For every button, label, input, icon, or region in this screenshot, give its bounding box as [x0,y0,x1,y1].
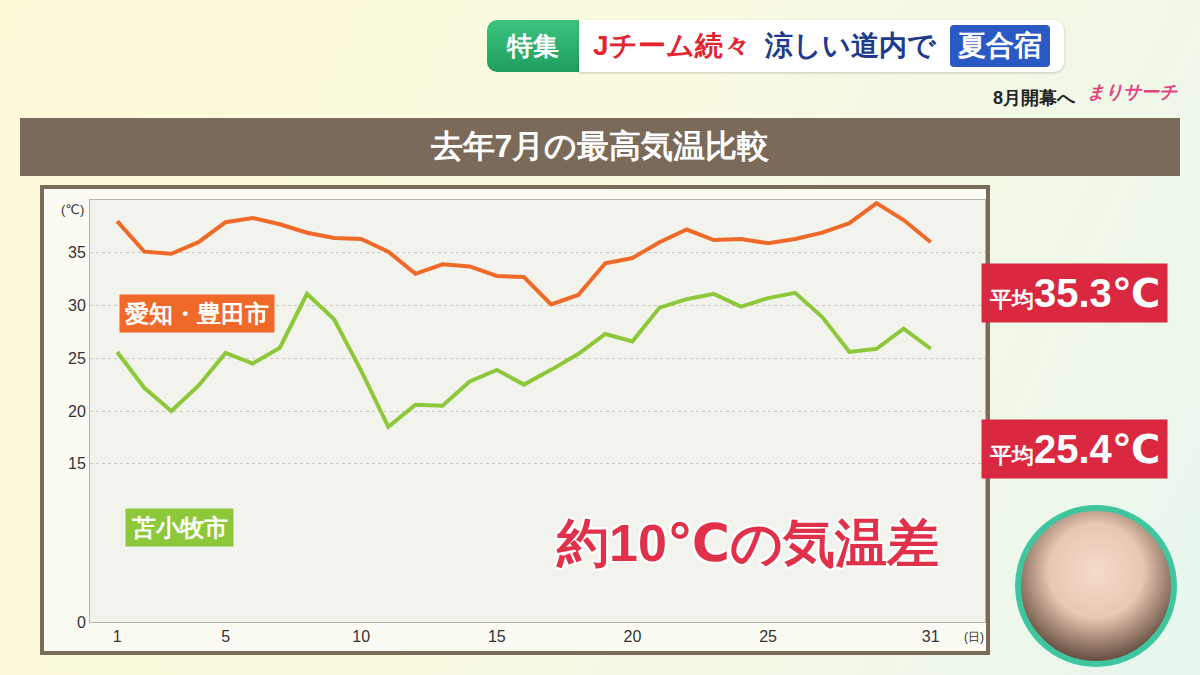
html-text:夏合宿: 夏合宿 [957,30,1042,61]
svg-text:愛知・豊田市: 愛知・豊田市 [125,300,269,327]
svg-text:(日): (日) [964,630,984,644]
svg-text:30: 30 [68,297,86,314]
svg-text:平均35.3℃: 平均35.3℃ [989,271,1160,315]
svg-text:35: 35 [68,244,86,261]
svg-text:約10℃の気温差: 約10℃の気温差 [556,514,939,572]
svg-text:15: 15 [68,455,86,472]
svg-text:15: 15 [488,628,506,645]
html-text:涼しい道内で: 涼しい道内で [764,30,936,61]
svg-text:苫小牧市: 苫小牧市 [131,514,228,541]
svg-text:(℃): (℃) [61,202,84,217]
html-text:Jチーム続々: Jチーム続々 [593,30,751,61]
html-text:8月開幕へ: 8月開幕へ [993,88,1075,108]
html-text:去年7月の最高気温比較: 去年7月の最高気温比較 [430,128,770,164]
svg-text:平均25.4℃: 平均25.4℃ [989,427,1160,471]
svg-text:20: 20 [624,628,642,645]
svg-text:31: 31 [922,628,940,645]
svg-text:0: 0 [77,614,86,631]
html-text:特集: 特集 [507,30,559,61]
html-text:まりサーチ: まりサーチ [1087,82,1177,102]
svg-text:5: 5 [221,628,230,645]
svg-text:20: 20 [68,403,86,420]
svg-text:1: 1 [113,628,122,645]
svg-text:10: 10 [352,628,370,645]
svg-text:25: 25 [759,628,777,645]
svg-text:25: 25 [68,350,86,367]
